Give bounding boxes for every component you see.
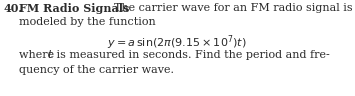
Text: modeled by the function: modeled by the function <box>19 17 156 27</box>
Text: is measured in seconds. Find the period and fre-: is measured in seconds. Find the period … <box>53 50 330 60</box>
Text: where: where <box>19 50 58 60</box>
Text: The carrier wave for an FM radio signal is: The carrier wave for an FM radio signal … <box>107 3 353 13</box>
Text: 40.: 40. <box>4 3 23 14</box>
Text: FM Radio Signals: FM Radio Signals <box>19 3 129 14</box>
Text: t: t <box>47 50 51 60</box>
Text: $y = a\,\sin(2\pi(9.15 \times 10^7)t)$: $y = a\,\sin(2\pi(9.15 \times 10^7)t)$ <box>107 33 247 52</box>
Text: quency of the carrier wave.: quency of the carrier wave. <box>19 65 174 75</box>
